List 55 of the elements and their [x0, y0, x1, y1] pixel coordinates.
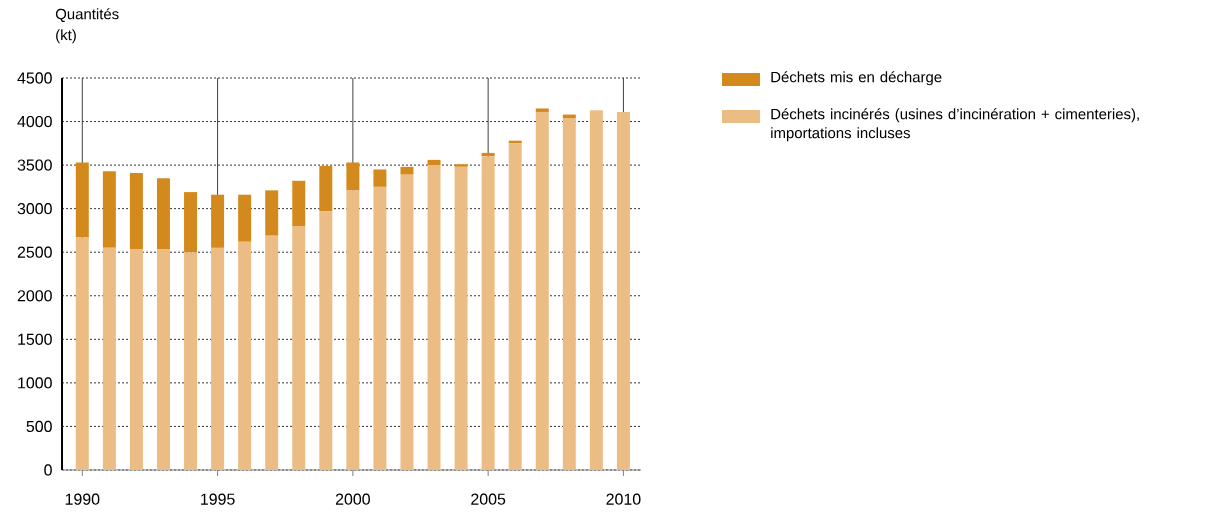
bar: [211, 194, 225, 248]
legend-label: Déchets incinérés (usines d’incinération + cimenteries), importations incluses: [771, 108, 1139, 142]
bar: [211, 247, 225, 470]
bar: [535, 108, 549, 112]
bar: [102, 171, 116, 248]
bar: [589, 110, 603, 470]
bar: [265, 235, 279, 470]
bar: [346, 162, 360, 191]
y-tick-label: 4500: [17, 72, 52, 84]
bar: [508, 143, 522, 470]
bar: [102, 247, 116, 470]
x-tick-label: 2005: [471, 493, 506, 505]
bar: [535, 111, 549, 470]
y-tick-label: 2500: [17, 246, 52, 258]
bar: [129, 172, 143, 250]
y-tick-label: 0: [44, 464, 52, 476]
y-tick-label: 500: [26, 420, 52, 433]
bar: [265, 190, 279, 236]
bar: [319, 211, 333, 470]
bar: [129, 249, 143, 470]
bar: [292, 226, 306, 470]
bar: [346, 190, 360, 470]
y-tick-label: 1000: [18, 377, 52, 389]
bar: [481, 156, 495, 470]
x-tick-label: 2010: [606, 493, 641, 505]
bar: [319, 165, 333, 212]
bar: [616, 111, 630, 470]
bar: [75, 237, 89, 470]
bar: [292, 180, 306, 227]
bar: [427, 165, 441, 470]
y-axis-title: Quantités (kt): [55, 8, 119, 44]
y-tick-label: 3000: [17, 203, 52, 215]
bar: [238, 241, 252, 470]
bar: [373, 186, 387, 470]
y-tick-label: 1500: [18, 333, 52, 345]
bar: [454, 166, 468, 470]
bar: [156, 249, 170, 470]
bar: [454, 164, 468, 167]
legend-label: Déchets mis en décharge: [771, 71, 942, 86]
bar: [238, 194, 252, 242]
x-tick-label: 1990: [65, 493, 100, 505]
x-tick-label: 2000: [335, 493, 370, 505]
bar: [427, 159, 441, 166]
bar: [184, 192, 198, 253]
y-tick-label: 3500: [17, 159, 52, 171]
bar: [400, 166, 414, 175]
bar: [400, 174, 414, 470]
bar: [75, 162, 89, 238]
bar: [184, 252, 198, 470]
y-tick-label: 4000: [17, 115, 52, 128]
x-tick-label: 1995: [201, 493, 235, 505]
bar: [156, 178, 170, 250]
bar: [373, 169, 387, 187]
y-tick-label: 2000: [17, 290, 52, 302]
bar: [562, 118, 576, 470]
